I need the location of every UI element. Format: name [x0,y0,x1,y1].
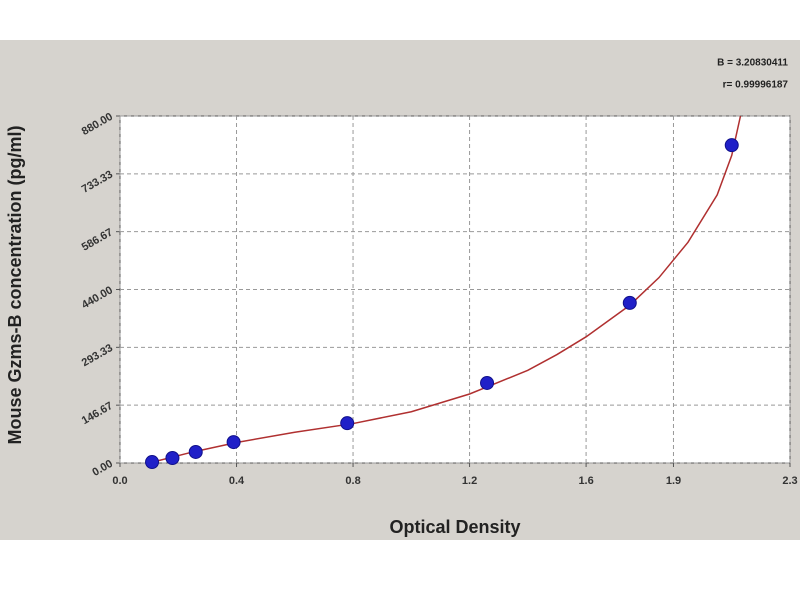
x-tick-label: 0.4 [229,475,245,487]
y-axis-title: Mouse Gzms-B concentration (pg/ml) [5,125,25,444]
x-tick-label: 1.6 [578,475,593,487]
x-tick-label: 0.8 [345,475,360,487]
data-point [340,416,355,431]
data-point [226,435,241,450]
data-point [622,295,637,310]
x-tick-label: 0.0 [112,475,127,487]
data-point [165,450,180,465]
annotation: r= 0.99996187 [723,80,789,91]
x-tick-label: 2.3 [782,475,797,487]
data-point [188,444,203,459]
data-point [145,455,160,470]
x-axis-title: Optical Density [389,517,520,537]
annotation: B = 3.20830411 [717,58,788,69]
data-point [480,375,495,390]
fit-curve [148,115,742,464]
plot-area [119,115,791,464]
data-point [724,138,739,153]
x-tick-label: 1.2 [462,475,477,487]
x-tick-label: 1.9 [666,475,681,487]
